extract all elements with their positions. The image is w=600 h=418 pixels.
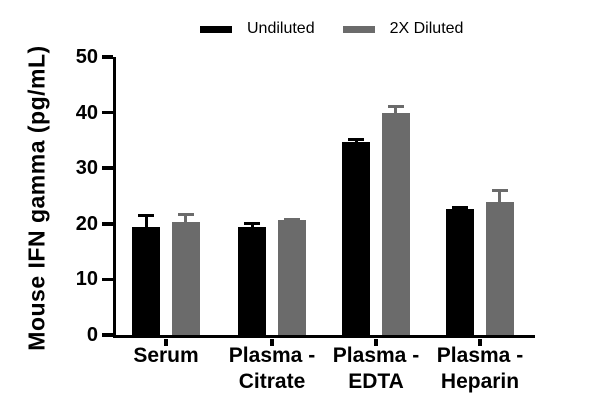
y-tick-mark	[101, 166, 113, 170]
error-bar-cap	[491, 189, 508, 193]
plot-area: 0 10 20 30 40 50 Serum Plasma - Citrate Plasma - E…	[76, 47, 535, 393]
legend-item-2x-diluted: 2X Diluted	[342, 20, 464, 38]
error-bar-cap	[387, 105, 404, 109]
x-category-label-line: Citrate	[238, 370, 306, 393]
error-bar-cap	[244, 222, 261, 226]
x-category-label-1: Serum	[133, 343, 198, 369]
y-tick-mark	[101, 222, 113, 226]
error-bar-cap	[452, 206, 469, 210]
y-tick-label: 30	[75, 157, 98, 180]
x-tick-mark	[270, 338, 274, 346]
bar-2x-diluted-1	[171, 222, 200, 335]
x-category-label-line: Serum	[133, 344, 199, 367]
y-tick-label: 40	[75, 101, 98, 124]
bar-2x-diluted-4	[485, 202, 514, 335]
bar-undiluted-2	[238, 226, 267, 335]
y-tick-label: 10	[75, 268, 98, 291]
legend-label-2x-diluted: 2X Diluted	[389, 20, 464, 37]
chart-legend: Undiluted 2X Diluted	[200, 20, 463, 38]
x-category-label-line: EDTA	[348, 370, 404, 393]
y-tick-label: 0	[86, 324, 98, 346]
x-category-label-line: Plasma -	[332, 344, 420, 367]
x-tick-mark	[374, 338, 378, 346]
x-tick-mark	[164, 338, 168, 346]
bar-undiluted-4	[446, 208, 475, 335]
error-bar-cap	[177, 212, 194, 216]
x-tick-mark	[478, 338, 482, 346]
x-category-label-line: Plasma -	[228, 344, 316, 367]
bar-undiluted-3	[342, 141, 371, 335]
legend-swatch-2x-diluted-icon	[342, 25, 375, 33]
x-category-label-line: Heparin	[440, 370, 520, 393]
x-category-label-2: Plasma - Citrate	[229, 343, 315, 395]
bar-2x-diluted-2	[277, 219, 306, 335]
error-bar-line	[498, 189, 502, 203]
legend-item-undiluted: Undiluted	[200, 20, 315, 38]
bar-2x-diluted-3	[381, 112, 410, 335]
legend-swatch-undiluted-icon	[200, 25, 232, 33]
y-tick-mark	[101, 55, 113, 59]
x-category-label-line: Plasma -	[436, 344, 524, 367]
x-category-label-3: Plasma - EDTA	[333, 343, 419, 395]
y-axis-title: Mouse IFN gamma (pg/mL)	[23, 45, 50, 351]
error-bar-line	[144, 214, 148, 227]
error-bar-cap	[283, 217, 300, 221]
y-tick-label: 20	[75, 212, 98, 235]
y-tick-mark	[101, 333, 113, 337]
y-tick-mark	[101, 110, 113, 115]
x-category-label-4: Plasma - Heparin	[437, 343, 523, 395]
y-tick-label: 50	[75, 46, 98, 68]
error-bar-line	[184, 212, 188, 223]
y-tick-mark	[101, 277, 113, 282]
error-bar-cap	[138, 214, 155, 218]
error-bar-cap	[348, 138, 365, 142]
error-bar-line	[394, 105, 398, 113]
bar-undiluted-1	[132, 226, 161, 335]
legend-label-undiluted: Undiluted	[247, 20, 315, 37]
